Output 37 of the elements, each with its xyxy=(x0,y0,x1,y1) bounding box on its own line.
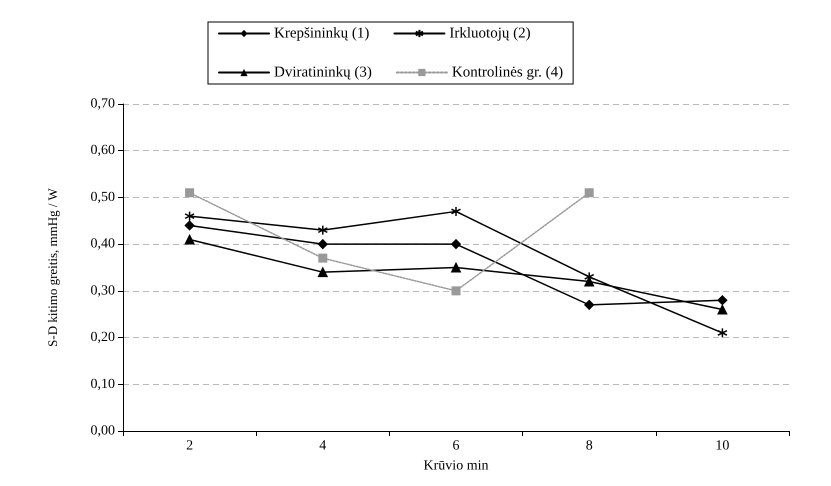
y-axis-title: S-D kitimo greitis, mmHg / W xyxy=(45,187,60,347)
point xyxy=(717,328,728,338)
y-tick-label: 0,50 xyxy=(90,190,115,205)
point xyxy=(717,295,728,306)
point xyxy=(184,210,195,222)
y-tick-label: 0,10 xyxy=(90,376,115,392)
point xyxy=(450,206,462,217)
point xyxy=(318,267,328,278)
x-tick-label: 6 xyxy=(452,438,460,454)
point xyxy=(451,262,461,272)
y-tick-label: 0,00 xyxy=(90,424,115,438)
point xyxy=(452,286,460,296)
point xyxy=(584,188,594,198)
point xyxy=(584,300,594,310)
y-tick-label: 0,40 xyxy=(90,236,115,252)
point xyxy=(184,234,195,244)
y-tick-label: 0,20 xyxy=(90,330,115,346)
legend-label: Irkluotojų (2) xyxy=(449,26,531,42)
x-tick-label: 4 xyxy=(319,438,326,454)
y-tick-label: 0,30 xyxy=(90,283,115,298)
point xyxy=(185,188,194,198)
y-tick-label: 0,70 xyxy=(90,96,115,112)
legend-label: Krepšininkų (1) xyxy=(274,26,370,42)
x-axis-title: Krūvio min xyxy=(424,458,488,474)
point xyxy=(318,254,328,263)
x-tick-label: 2 xyxy=(186,438,194,454)
x-tick-label: 10 xyxy=(715,438,730,454)
point xyxy=(451,239,461,250)
y-tick-label: 0,60 xyxy=(90,143,115,158)
point xyxy=(184,220,195,230)
point xyxy=(318,224,328,236)
legend-label: Dviratininkų (3) xyxy=(274,64,372,80)
point xyxy=(318,239,328,250)
legend-label: Kontrolinės gr. (4) xyxy=(452,64,564,80)
point xyxy=(584,276,594,287)
point xyxy=(717,304,728,315)
x-tick-label: 8 xyxy=(586,438,593,454)
